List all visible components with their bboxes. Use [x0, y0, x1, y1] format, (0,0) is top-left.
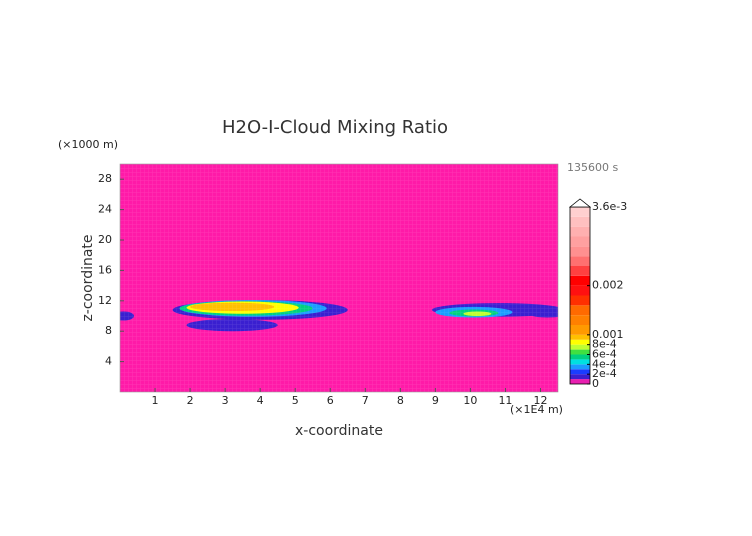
x-tick-label: 7: [362, 394, 369, 407]
colorbar-bin: [570, 275, 590, 286]
colorbar-bin: [570, 216, 590, 227]
x-tick-label: 2: [187, 394, 194, 407]
colorbar-tick-label: 0.001: [592, 328, 624, 341]
colorbar-bin: [570, 344, 590, 350]
chart-title: H2O-I-Cloud Mixing Ratio: [222, 117, 448, 138]
colorbar-bin: [570, 369, 590, 375]
plot-frame: [119, 163, 559, 393]
x-tick-label: 1: [152, 394, 159, 407]
colorbar-tick-label: 4e-4: [592, 357, 617, 370]
colorbar-bin: [570, 334, 590, 340]
colorbar-bin: [570, 364, 590, 370]
colorbar-bin: [570, 295, 590, 306]
colorbar-bin: [570, 246, 590, 257]
x-tick-label: 4: [257, 394, 264, 407]
colorbar-tick-label: 3.6e-3: [592, 200, 627, 213]
x-tick-label: 3: [222, 394, 229, 407]
colorbar-bin: [570, 207, 590, 217]
y-tick-label: 24: [98, 203, 112, 216]
x-axis-title: x-coordinate: [295, 423, 383, 439]
colorbar-bin: [570, 226, 590, 237]
colorbar-tick-label: 0.002: [592, 279, 624, 292]
y-unit: (×1000 m): [58, 138, 118, 151]
colorbar-extend: [568, 198, 592, 208]
colorbar-bin: [570, 349, 590, 355]
colorbar-bin: [570, 256, 590, 266]
colorbar-bin: [570, 266, 590, 276]
colorbar-bin: [570, 325, 590, 335]
colorbar-bin: [570, 285, 590, 296]
colorbar-tick-label: 0: [592, 377, 599, 390]
x-tick-label: 11: [498, 394, 512, 407]
y-tick-label: 8: [105, 324, 112, 337]
colorbar-tick-label: 8e-4: [592, 338, 617, 351]
colorbar: 02e-44e-46e-48e-40.001 0.002 3.6e-3: [569, 200, 627, 390]
x-unit: (×1E4 m): [510, 403, 563, 416]
x-tick-label: 5: [292, 394, 299, 407]
colorbar-bin: [570, 305, 590, 316]
colorbar-bin: [570, 379, 590, 384]
colorbar-bin: [570, 236, 590, 247]
y-tick-label: 16: [98, 263, 112, 276]
colorbar-bin: [570, 359, 590, 365]
x-tick-label: 6: [327, 394, 334, 407]
y-tick-label: 4: [105, 355, 112, 368]
colorbar-bin: [570, 374, 590, 380]
y-tick-label: 12: [98, 294, 112, 307]
y-tick-label: 28: [98, 172, 112, 185]
colorbar-bin: [570, 339, 590, 345]
x-tick-label: 8: [397, 394, 404, 407]
x-tick-label: 10: [463, 394, 477, 407]
x-tick-label: 9: [432, 394, 439, 407]
y-axis-title: z-coordinate: [80, 234, 96, 321]
colorbar-bin: [570, 315, 590, 325]
x-tick-label: 12: [533, 394, 547, 407]
colorbar-tick-label: 2e-4: [592, 367, 617, 380]
colorbar-bin: [570, 354, 590, 360]
y-tick-label: 20: [98, 233, 112, 246]
colorbar-tick-label: 6e-4: [592, 348, 617, 361]
time-label: 135600 s: [567, 161, 618, 174]
